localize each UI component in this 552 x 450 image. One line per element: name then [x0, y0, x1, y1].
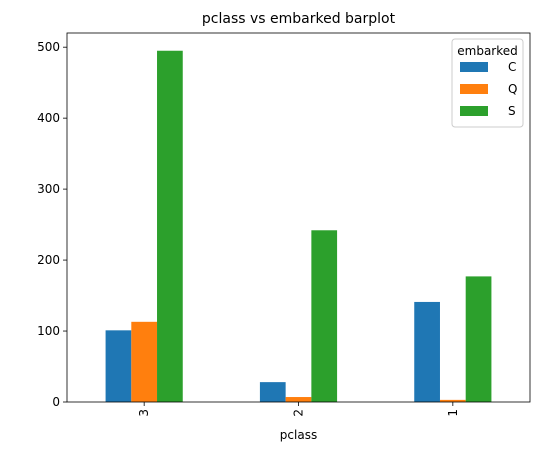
x-axis: 3 2 1 [137, 402, 460, 417]
legend-title: embarked [457, 44, 518, 58]
legend-swatch-S [460, 106, 488, 116]
bars-group [105, 50, 492, 402]
x-axis-label: pclass [280, 428, 317, 442]
bar-Q-pclass-2 [285, 397, 312, 402]
legend-label-S: S [508, 104, 516, 118]
bar-C-pclass-3 [105, 330, 132, 402]
y-axis: 0 100 200 300 400 500 [37, 40, 67, 409]
legend-swatch-Q [460, 84, 488, 94]
y-tick-label: 0 [52, 395, 60, 409]
x-tick-label: 1 [446, 409, 460, 417]
bar-S-pclass-1 [465, 276, 492, 402]
plot-frame [66, 32, 531, 403]
y-tick-label: 500 [37, 40, 60, 54]
bar-Q-pclass-1 [439, 399, 466, 402]
chart-title: pclass vs embarked barplot [202, 11, 396, 27]
legend-box [451, 38, 524, 128]
x-tick-label: 2 [292, 409, 306, 417]
legend: embarked CQS [451, 38, 524, 128]
y-tick-label: 100 [37, 324, 60, 338]
bar-C-pclass-2 [259, 382, 286, 402]
bar-S-pclass-3 [157, 50, 183, 402]
y-tick-label: 400 [37, 111, 60, 125]
legend-label-C: C [508, 60, 516, 74]
y-tick-label: 300 [37, 182, 60, 196]
legend-label-Q: Q [508, 82, 517, 96]
y-tick-label: 200 [37, 253, 60, 267]
legend-swatch-C [460, 62, 488, 72]
legend-entries: CQS [460, 60, 517, 118]
x-tick-label: 3 [137, 409, 151, 417]
bar-C-pclass-1 [414, 301, 440, 402]
bar-Q-pclass-3 [131, 321, 158, 402]
bar-S-pclass-2 [311, 230, 338, 402]
